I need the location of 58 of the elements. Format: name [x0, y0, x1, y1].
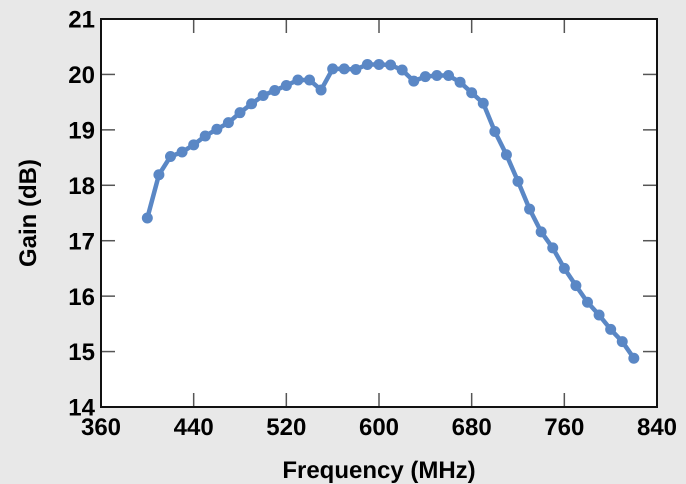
y-axis-title: Gain (dB) — [15, 159, 42, 267]
x-tick-label: 760 — [544, 414, 584, 441]
point — [536, 226, 547, 238]
y-tick-label: 16 — [68, 284, 95, 311]
point — [142, 212, 153, 224]
y-tick-label: 21 — [68, 6, 95, 34]
point — [222, 117, 234, 128]
point — [362, 58, 373, 70]
point — [594, 309, 605, 320]
point — [165, 150, 176, 162]
x-tick-label: 520 — [266, 414, 306, 441]
point — [234, 107, 246, 118]
y-tick-label: 17 — [68, 228, 95, 256]
point — [258, 90, 269, 101]
y-tick-label: 18 — [68, 172, 95, 200]
point — [512, 176, 524, 187]
point — [524, 204, 536, 215]
point — [350, 64, 362, 75]
point — [454, 76, 466, 88]
point — [443, 70, 454, 82]
point — [605, 324, 616, 335]
point — [153, 169, 164, 180]
point — [431, 70, 442, 82]
point — [246, 98, 258, 110]
point — [385, 60, 396, 71]
point — [316, 84, 327, 96]
point — [188, 139, 200, 150]
point — [408, 76, 420, 87]
y-tick-label: 20 — [68, 62, 95, 90]
point — [176, 146, 188, 158]
point — [489, 126, 500, 138]
point — [211, 124, 222, 135]
point — [304, 74, 315, 86]
point — [338, 63, 350, 74]
point — [582, 296, 593, 308]
point — [280, 80, 292, 92]
point — [616, 336, 628, 348]
x-axis-title: Frequency (MHz) — [282, 457, 476, 484]
point — [570, 280, 582, 292]
point — [628, 352, 640, 364]
point — [547, 242, 558, 254]
y-tick-label: 19 — [68, 117, 95, 144]
point — [420, 71, 431, 82]
point — [269, 85, 280, 96]
point — [292, 74, 304, 86]
point — [327, 63, 338, 74]
point — [200, 130, 211, 142]
x-tick-label: 440 — [174, 414, 214, 441]
point — [466, 87, 478, 98]
point — [478, 98, 489, 109]
x-tick-label: 600 — [358, 414, 400, 441]
y-tick-label: 15 — [68, 339, 95, 366]
point — [558, 262, 570, 274]
x-tick-label: 840 — [636, 414, 678, 441]
x-tick-label: 680 — [452, 414, 492, 441]
point — [500, 149, 512, 160]
point — [374, 58, 384, 70]
point — [396, 64, 408, 76]
